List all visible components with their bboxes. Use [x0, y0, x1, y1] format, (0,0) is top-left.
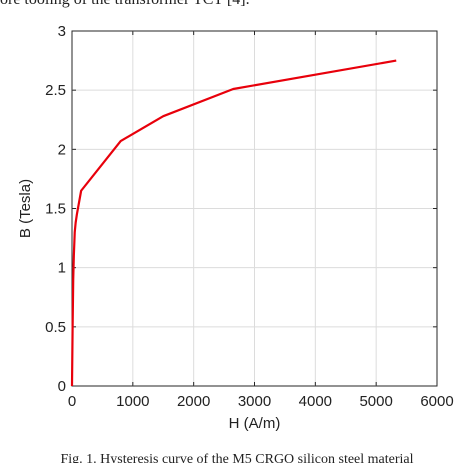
y-tick-label: 1.5 [45, 201, 66, 218]
grid [72, 31, 437, 386]
x-tick-label: 5000 [359, 393, 392, 410]
y-tick-label: 1 [58, 260, 66, 277]
x-axis-label: H (A/m) [229, 415, 281, 432]
x-tick-labels: 0 1000 2000 3000 4000 5000 6000 [68, 393, 454, 410]
bh-curve-line [70, 59, 397, 387]
x-tick-label: 1000 [116, 393, 149, 410]
x-tick-label: 0 [68, 393, 76, 410]
y-tick-label: 2.5 [45, 82, 66, 99]
x-tick-label: 4000 [299, 393, 332, 410]
y-tick-label: 0.5 [45, 319, 66, 336]
y-tick-label: 2 [58, 141, 66, 158]
y-tick-labels: 0 0.5 1 1.5 2 2.5 3 [45, 23, 66, 395]
body-text-line: ore tooling of the transformer TCT [4]. [0, 0, 474, 9]
y-tick-label: 3 [58, 23, 66, 40]
figure-caption: Fig. 1. Hysteresis curve of the M5 CRGO … [60, 452, 414, 463]
x-tick-label: 6000 [420, 393, 453, 410]
x-tick-label: 3000 [238, 393, 271, 410]
y-tick-label: 0 [58, 378, 66, 395]
x-tick-label: 2000 [177, 393, 210, 410]
y-axis-label: B (Tesla) [17, 179, 34, 238]
